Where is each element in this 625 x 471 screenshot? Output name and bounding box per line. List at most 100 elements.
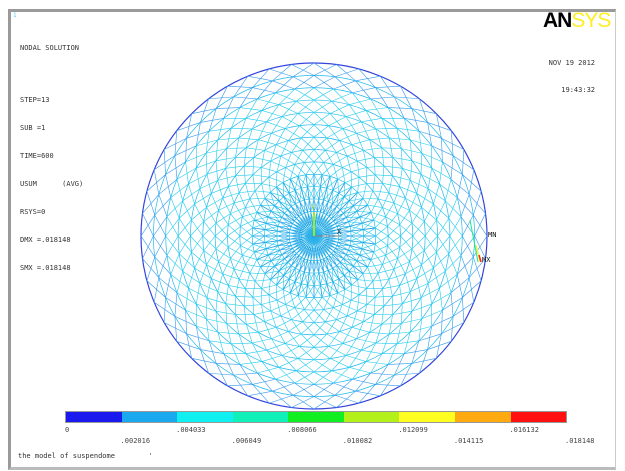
mesh-strut — [238, 264, 246, 280]
mesh-strut — [460, 255, 470, 278]
mesh-radial — [348, 270, 358, 280]
mesh-strut — [261, 284, 277, 289]
mesh-strut — [442, 161, 463, 175]
mesh-strut — [348, 270, 352, 286]
mesh-radial — [295, 203, 302, 215]
mesh-strut — [304, 309, 315, 323]
mesh-strut — [282, 281, 296, 290]
mesh-strut — [334, 68, 359, 78]
mesh-strut — [300, 272, 310, 284]
mesh-strut — [342, 304, 358, 312]
mesh-strut — [307, 272, 315, 286]
mesh-radial — [336, 221, 349, 227]
mesh-strut — [206, 264, 223, 275]
mesh-strut — [339, 132, 357, 141]
mesh-strut — [277, 235, 290, 242]
mesh-strut — [239, 235, 253, 245]
mesh-strut — [313, 346, 329, 360]
mesh-strut — [403, 118, 411, 140]
mesh-strut — [351, 284, 367, 289]
mesh-strut — [178, 218, 191, 237]
mesh-strut — [375, 324, 382, 344]
mesh-strut — [318, 188, 328, 200]
mesh-strut — [382, 264, 390, 280]
mesh-strut — [355, 80, 371, 100]
mesh-strut — [333, 307, 348, 317]
mesh-strut — [383, 303, 403, 307]
mesh-strut — [290, 164, 296, 180]
mesh-strut — [326, 333, 343, 344]
mesh-strut — [313, 396, 337, 408]
mesh-strut — [382, 166, 385, 184]
mesh-strut — [331, 92, 353, 102]
mesh-strut — [367, 190, 374, 206]
mesh-strut — [170, 197, 180, 219]
mesh-strut — [215, 160, 218, 181]
mesh-strut — [230, 207, 246, 214]
mesh-strut — [216, 107, 240, 109]
mesh-strut — [460, 194, 470, 217]
mesh-strut — [338, 226, 350, 234]
mesh-strut — [196, 326, 201, 350]
mesh-strut — [299, 188, 302, 202]
mesh-strut — [365, 110, 377, 130]
mesh-strut — [452, 155, 475, 171]
mesh-strut — [245, 207, 255, 221]
mesh-radial — [281, 248, 293, 255]
mesh-strut — [363, 321, 382, 325]
mesh-strut — [191, 219, 204, 237]
mesh-strut — [270, 144, 277, 162]
mesh-strut — [329, 295, 343, 305]
mesh-strut — [300, 322, 315, 335]
mesh-strut — [381, 305, 385, 325]
mesh-strut — [264, 229, 278, 237]
mesh-strut — [412, 235, 425, 251]
mesh-strut — [369, 137, 390, 140]
mesh-strut — [278, 200, 285, 214]
mesh-strut — [242, 212, 258, 218]
mesh-strut — [260, 254, 269, 268]
mesh-strut — [359, 174, 376, 178]
mesh-strut-high — [475, 244, 481, 263]
mesh-strut — [292, 384, 315, 396]
mesh-strut — [199, 188, 207, 208]
mesh-strut — [416, 174, 422, 194]
mesh-strut — [363, 235, 376, 245]
mesh-strut — [355, 75, 381, 82]
mesh-strut — [191, 206, 207, 221]
mesh-strut — [396, 127, 419, 132]
mesh-strut — [433, 183, 440, 205]
mesh-strut — [206, 207, 217, 224]
mesh-strut — [294, 150, 303, 165]
mesh-strut — [356, 133, 364, 151]
mesh-strut — [228, 269, 235, 286]
mesh-strut — [205, 131, 210, 154]
mesh-strut — [239, 364, 253, 385]
mesh-strut — [323, 271, 334, 282]
mesh-strut — [342, 343, 362, 351]
mesh-radial — [326, 176, 331, 189]
mesh-strut — [377, 183, 383, 200]
mesh-strut — [343, 258, 350, 272]
mesh-strut — [346, 156, 352, 172]
mesh-strut — [450, 155, 454, 180]
mesh-strut — [399, 224, 414, 237]
mesh-strut — [302, 136, 315, 151]
legend-swatch-4 — [288, 412, 344, 422]
mesh-strut — [246, 147, 265, 151]
mesh-strut — [275, 379, 294, 396]
mesh-strut — [361, 243, 376, 250]
mesh-strut — [226, 323, 247, 325]
mesh-strut — [363, 272, 379, 274]
mesh-strut — [276, 235, 290, 240]
mesh-strut — [474, 235, 486, 259]
min-marker: MN — [488, 231, 496, 239]
mesh-strut — [252, 68, 270, 88]
mesh-strut — [278, 367, 295, 384]
mesh-strut — [462, 214, 474, 237]
mesh-strut — [282, 275, 285, 290]
mesh-strut — [266, 222, 278, 232]
mesh-strut — [203, 210, 219, 222]
mesh-radial — [331, 253, 341, 263]
mesh-strut — [238, 137, 259, 140]
